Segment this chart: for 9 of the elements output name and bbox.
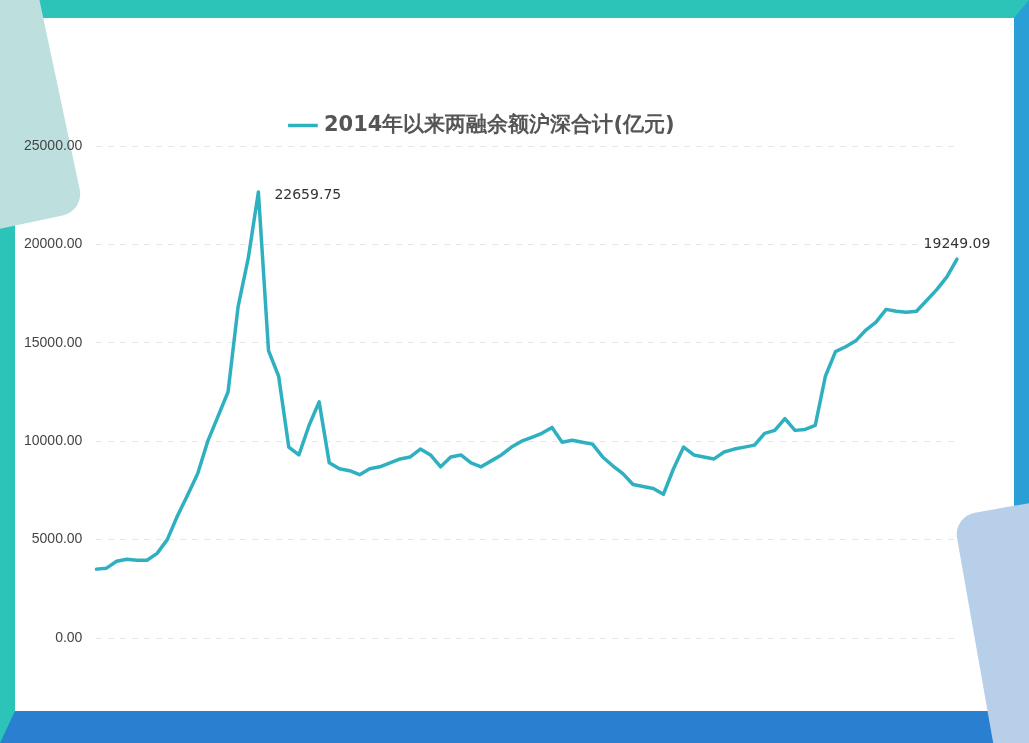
y-tick-label: 10000.00: [23, 432, 83, 449]
y-tick-label: 20000.00: [23, 235, 83, 252]
data-label: 19249.09: [923, 234, 991, 251]
legend-label: 2014年以来两融余额沪深合计(亿元): [323, 111, 675, 136]
data-label: 22659.75: [274, 185, 342, 202]
y-tick-label: 25000.00: [23, 136, 83, 153]
y-tick-label: 5000.00: [31, 530, 83, 547]
y-tick-label: 15000.00: [23, 333, 83, 350]
y-tick-label: 0.00: [55, 628, 83, 645]
